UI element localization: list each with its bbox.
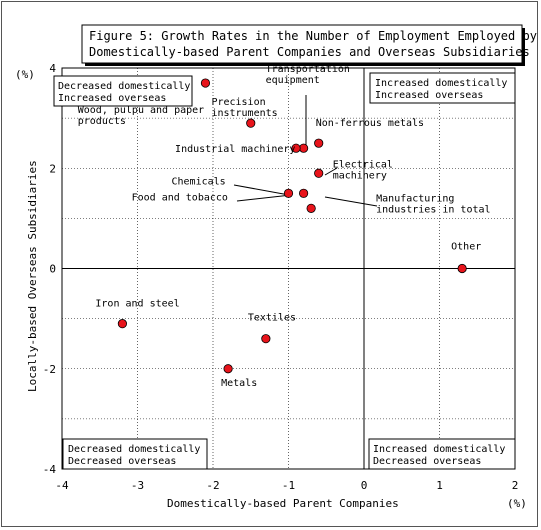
axis-ticks: -4 -3 -2 -1 0 1 2 -4 -2 0 2 4 xyxy=(43,62,519,492)
point-label-line: Metals xyxy=(221,378,257,389)
quadrant-top-right-line-1: Increased domestically xyxy=(375,78,507,89)
point-label-line: Industrial machinery xyxy=(175,144,295,155)
plot-area xyxy=(61,67,516,470)
leader-line-manufacturing xyxy=(324,196,378,207)
y-tick-label: 2 xyxy=(49,162,56,175)
quadrant-bottom-left-box xyxy=(62,438,208,470)
data-point xyxy=(314,138,324,148)
quadrant-top-right-line-2: Increased overseas xyxy=(375,90,483,101)
data-point xyxy=(261,334,271,344)
quadrant-bottom-right-line-1: Increased domestically xyxy=(373,444,505,455)
quadrant-bottom-right: Increased domestically Decreased oversea… xyxy=(368,438,516,470)
chart-title-line-1: Figure 5: Growth Rates in the Number of … xyxy=(89,29,537,43)
quadrant-bottom-left-line-1: Decreased domestically xyxy=(68,444,200,455)
point-label: Iron and steel xyxy=(95,299,179,310)
quadrant-top-left-box xyxy=(53,75,193,107)
point-label-line: Wood, pulpu and paper xyxy=(78,105,204,116)
y-tick-label: -2 xyxy=(43,363,56,376)
quadrant-top-left: Decreased domestically Increased oversea… xyxy=(53,75,193,107)
point-label: Chemicals xyxy=(172,176,226,187)
point-label-line: Transportation xyxy=(266,64,350,75)
data-point xyxy=(457,263,467,274)
point-label: Non-ferrous metals xyxy=(316,118,424,129)
title-box-shadow-bottom xyxy=(85,63,525,66)
leader-line-electrical xyxy=(324,167,338,176)
point-label: Food and tobacco xyxy=(132,192,228,203)
point-label-line: Chemicals xyxy=(172,176,226,187)
quadrant-bottom-left: Decreased domestically Decreased oversea… xyxy=(62,438,208,470)
point-label-line: products xyxy=(78,116,126,127)
zero-lines xyxy=(62,68,515,469)
data-point xyxy=(117,319,128,329)
quadrant-bottom-left-line-2: Decreased overseas xyxy=(68,456,176,467)
quadrant-top-left-line-1: Decreased domestically xyxy=(58,81,190,92)
quadrant-top-left-line-2: Increased overseas xyxy=(58,93,166,104)
grid-lines xyxy=(62,68,515,469)
point-label-line: Iron and steel xyxy=(95,299,179,310)
title-box xyxy=(81,24,523,64)
point-label: Metals xyxy=(221,378,257,389)
point-label-line: machinery xyxy=(333,170,387,181)
y-axis-label: Locally-based Overseas Subsidiaries xyxy=(26,160,39,392)
chart-title: Figure 5: Growth Rates in the Number of … xyxy=(81,24,537,66)
point-label-line: instruments xyxy=(211,108,277,119)
x-axis-unit: (%) xyxy=(507,497,527,510)
point-label-line: Non-ferrous metals xyxy=(316,118,424,129)
point-label-line: industries in total xyxy=(376,204,490,215)
point-label: Other xyxy=(451,242,481,253)
x-tick-label: 1 xyxy=(436,479,443,492)
data-points xyxy=(117,78,467,374)
title-box-shadow xyxy=(522,28,525,66)
leader-line-food-and-tobacco xyxy=(236,194,292,202)
data-point xyxy=(246,118,256,128)
point-label-line: Other xyxy=(451,242,481,253)
x-axis-label: Domestically-based Parent Companies xyxy=(167,497,399,510)
point-label-line: Textiles xyxy=(248,313,296,324)
point-label: Industrial machinery xyxy=(175,144,295,155)
x-tick-label: 2 xyxy=(512,479,519,492)
quadrant-top-right-box xyxy=(369,72,516,104)
leader-lines xyxy=(233,95,378,207)
x-tick-label: -2 xyxy=(206,479,219,492)
y-tick-label: -4 xyxy=(43,463,57,476)
point-label-line: Manufacturing xyxy=(376,193,454,204)
quadrant-top-right: Increased domestically Increased oversea… xyxy=(369,72,516,104)
point-label-line: Precision xyxy=(211,97,265,108)
data-point xyxy=(314,168,324,178)
data-point xyxy=(306,203,316,213)
y-axis-unit: (%) xyxy=(15,68,35,81)
point-label: Textiles xyxy=(248,313,296,324)
x-tick-label: -3 xyxy=(131,479,144,492)
chart-title-line-2: Domestically-based Parent Companies and … xyxy=(89,45,530,59)
data-point xyxy=(200,78,211,88)
data-point xyxy=(283,188,294,198)
quadrant-bottom-right-box xyxy=(368,438,516,470)
x-tick-label: -4 xyxy=(55,479,69,492)
x-tick-label: 0 xyxy=(361,479,368,492)
data-point xyxy=(291,143,301,153)
y-tick-label: 0 xyxy=(49,263,56,276)
point-label-line: Electrical xyxy=(333,159,393,170)
leader-line-chemicals xyxy=(233,184,290,196)
point-label-line: Food and tobacco xyxy=(132,192,228,203)
quadrant-bottom-right-line-2: Decreased overseas xyxy=(373,456,481,467)
y-tick-label: 4 xyxy=(49,62,56,75)
x-tick-label: -1 xyxy=(282,479,295,492)
data-point xyxy=(298,188,309,198)
point-label-line: equipment xyxy=(266,75,320,86)
data-point xyxy=(223,364,233,374)
data-point xyxy=(298,143,309,153)
